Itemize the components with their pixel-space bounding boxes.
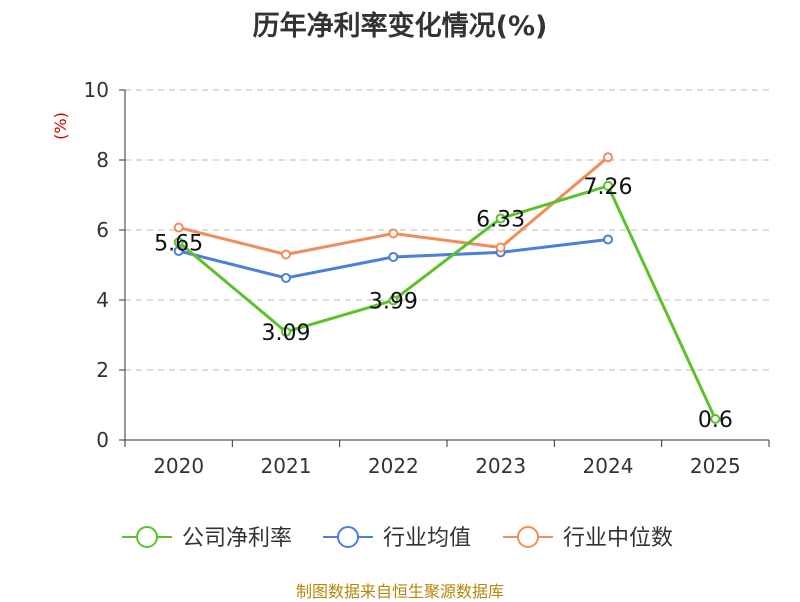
x-tick-label: 2022	[368, 454, 419, 478]
chart-title: 历年净利率变化情况(%)	[252, 11, 548, 42]
y-tick-label: 8	[96, 148, 109, 172]
legend-item[interactable]: 行业中位数	[503, 526, 673, 551]
data-point[interactable]	[603, 152, 613, 163]
source-note: 制图数据来自恒生聚源数据库	[295, 582, 504, 601]
data-point[interactable]	[281, 272, 291, 283]
data-point[interactable]	[603, 234, 613, 245]
legend-marker-icon	[136, 526, 158, 548]
y-tick-label: 10	[84, 78, 109, 102]
data-point[interactable]	[173, 237, 184, 248]
x-tick-label: 2021	[261, 454, 312, 478]
series-line	[177, 184, 717, 420]
data-point[interactable]	[495, 213, 506, 224]
data-labels: 5.65 3.09 3.99 6.33 7.26 0.6	[154, 175, 733, 433]
x-tick-label: 2023	[475, 454, 526, 478]
data-label: 6.33	[476, 207, 525, 232]
legend-label: 公司净利率	[182, 526, 292, 551]
data-point[interactable]	[710, 414, 721, 424]
legend-label: 行业均值	[383, 526, 471, 551]
data-label: 3.99	[369, 289, 418, 314]
legend-item[interactable]: 公司净利率	[122, 526, 292, 551]
legend-marker-icon	[337, 526, 359, 548]
data-point[interactable]	[388, 228, 399, 239]
grid-lines	[125, 89, 769, 371]
axes: 0 2 4 6 8 10 2020 2021 2022 2023 2024 2025	[84, 78, 770, 478]
y-tick-label: 0	[96, 428, 109, 452]
data-point[interactable]	[495, 242, 506, 253]
series	[173, 152, 721, 424]
x-tick-label: 2025	[690, 454, 741, 478]
data-point[interactable]	[281, 249, 291, 260]
data-label: 3.09	[262, 321, 311, 346]
data-label: 5.65	[154, 231, 203, 256]
data-label: 0.6	[698, 408, 733, 433]
data-point[interactable]	[603, 180, 613, 191]
legend: 公司净利率 行业均值 行业中位数	[122, 526, 673, 551]
legend-label: 行业中位数	[563, 526, 673, 551]
data-label: 7.26	[584, 175, 633, 200]
y-axis-title: (%)	[51, 112, 70, 140]
legend-item[interactable]: 行业均值	[323, 526, 471, 551]
x-tick-label: 2024	[583, 454, 634, 478]
data-point[interactable]	[173, 222, 184, 233]
legend-marker-icon	[517, 526, 539, 548]
y-tick-label: 6	[96, 218, 109, 242]
x-tick-label: 2020	[153, 454, 204, 478]
data-point[interactable]	[388, 295, 399, 306]
y-tick-label: 4	[96, 288, 109, 312]
y-tick-label: 2	[96, 358, 109, 382]
data-point[interactable]	[281, 326, 291, 337]
data-point[interactable]	[388, 251, 399, 262]
